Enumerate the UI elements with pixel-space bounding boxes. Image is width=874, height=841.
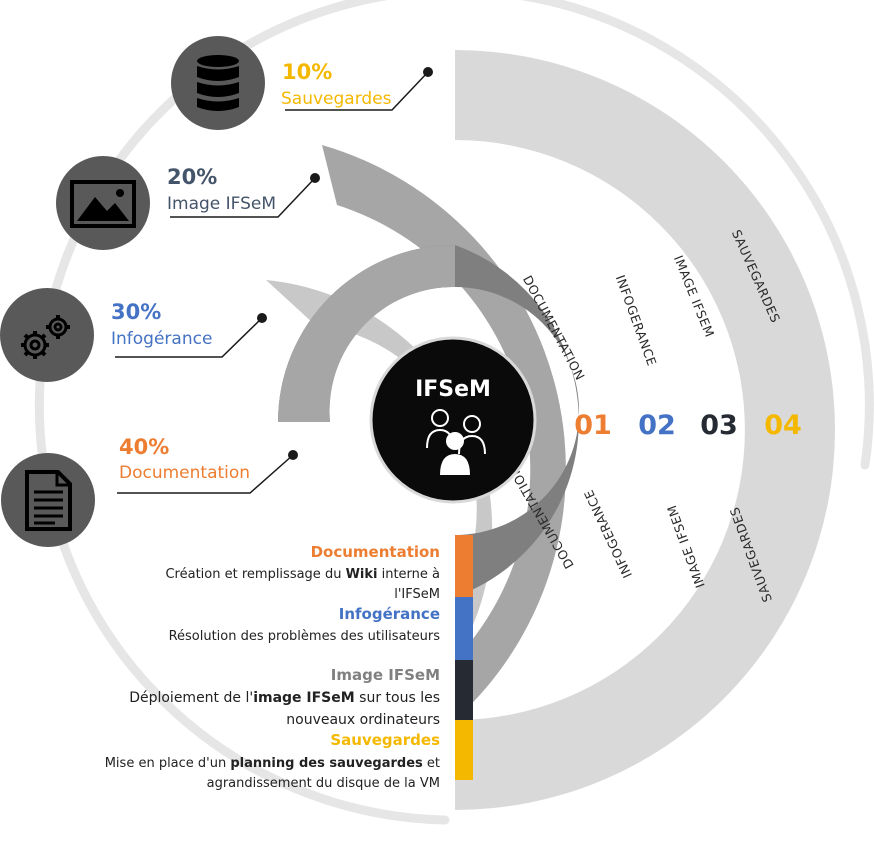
number-04: 04 [764, 410, 802, 441]
cat-sauvegardes: Sauvegardes [281, 89, 392, 109]
bar-sauvegardes [455, 720, 473, 780]
pct-documentation: 40% [119, 435, 169, 459]
database-icon [171, 36, 265, 130]
desc-sauvegardes-line1: Mise en place d'un planning des sauvegar… [105, 756, 440, 771]
desc-documentation-line2: l'IFSeM [394, 587, 440, 602]
cat-documentation: Documentation [119, 463, 250, 483]
pct-infogerance: 30% [111, 300, 161, 324]
number-02: 02 [638, 410, 676, 441]
bar-image [455, 660, 473, 720]
pct-sauvegardes: 10% [282, 60, 332, 84]
leader-documentation [117, 450, 298, 494]
ring-sauvegardes [455, 50, 835, 810]
center-circle [369, 336, 537, 504]
number-03: 03 [700, 410, 738, 441]
number-01: 01 [574, 410, 612, 441]
desc-infogerance-line1: Résolution des problèmes des utilisateur… [169, 629, 441, 644]
leader-infogerance [115, 313, 267, 358]
desc-image-line1: Déploiement de l'image IFSeM sur tous le… [129, 690, 440, 706]
desc-title-sauvegardes: Sauvegardes [330, 731, 440, 749]
desc-title-documentation: Documentation [311, 543, 440, 561]
ring-label-info-lower: INFOGERANCE [581, 487, 635, 580]
gears-icon [0, 288, 94, 382]
leader-image [170, 173, 320, 218]
cat-infogerance: Infogérance [111, 329, 212, 349]
document-icon [1, 453, 95, 547]
desc-image-line2: nouveaux ordinateurs [286, 712, 440, 728]
ring-label-info-upper: INFOGERANCE [613, 273, 660, 368]
pct-image: 20% [167, 165, 217, 189]
image-icon [56, 156, 150, 250]
desc-sauvegardes-line2: agrandissement du disque de la VM [207, 776, 440, 791]
ring-documentation-top [278, 245, 455, 422]
center-title: IFSeM [415, 377, 491, 402]
bar-documentation [455, 535, 473, 597]
leader-sauvegardes [285, 67, 433, 111]
desc-documentation-line1: Création et remplissage du Wiki interne … [165, 567, 440, 582]
users-icon [426, 409, 486, 475]
desc-title-infogerance: Infogérance [339, 605, 440, 623]
ring-label-image-lower: IMAGE IFSEM [664, 503, 708, 590]
cat-image: Image IFSeM [167, 194, 276, 214]
bar-infogerance [455, 597, 473, 660]
desc-title-image: Image IFSeM [331, 666, 440, 684]
